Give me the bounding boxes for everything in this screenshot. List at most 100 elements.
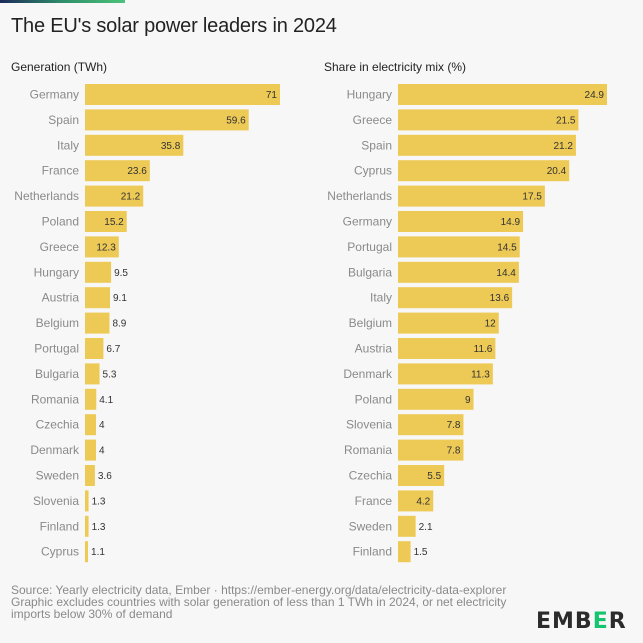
generation-bar <box>85 84 280 105</box>
share-bar <box>398 287 513 309</box>
left-chart-title: Generation (TWh) <box>11 60 108 74</box>
generation-category-label: Portugal <box>34 342 79 356</box>
share-value-label: 9 <box>465 395 471 406</box>
generation-value-label: 5.3 <box>103 369 117 380</box>
share-value-label: 21.2 <box>553 141 573 152</box>
brand-gradient-bar <box>0 0 125 3</box>
share-category-label: Sweden <box>349 519 392 533</box>
generation-category-label: Belgium <box>36 316 79 330</box>
share-category-label: Belgium <box>349 316 392 330</box>
share-value-label: 13.6 <box>490 293 510 304</box>
page-title: The EU's solar power leaders in 2024 <box>11 15 337 37</box>
generation-value-label: 15.2 <box>104 217 124 228</box>
share-category-label: Denmark <box>343 367 393 381</box>
share-bar <box>398 185 545 207</box>
generation-value-label: 21.2 <box>121 192 141 203</box>
generation-category-label: Spain <box>48 113 79 127</box>
share-bar <box>398 134 576 156</box>
generation-value-label: 1.3 <box>92 522 106 533</box>
source-note: Source: Yearly electricity data, Ember ·… <box>11 583 507 597</box>
share-bar <box>398 338 496 359</box>
generation-bar <box>85 465 95 486</box>
share-category-label: Romania <box>344 443 392 457</box>
generation-category-label: Greece <box>40 240 80 254</box>
share-category-label: Czechia <box>349 469 393 483</box>
generation-bar <box>85 160 150 182</box>
generation-value-label: 71 <box>266 90 278 101</box>
share-bar <box>398 363 493 385</box>
generation-value-label: 1.1 <box>91 547 105 558</box>
generation-value-label: 9.1 <box>113 293 127 304</box>
generation-value-label: 9.5 <box>114 268 128 279</box>
exclusion-note: Graphic excludes countries with solar ge… <box>11 595 507 621</box>
share-category-label: Netherlands <box>327 189 392 203</box>
share-value-label: 1.5 <box>414 547 428 558</box>
generation-category-label: Austria <box>42 291 80 305</box>
share-value-label: 12 <box>485 319 497 330</box>
generation-category-label: Netherlands <box>14 189 79 203</box>
generation-value-label: 6.7 <box>106 344 120 355</box>
generation-value-label: 3.6 <box>98 471 112 482</box>
share-bar <box>398 388 474 410</box>
generation-value-label: 23.6 <box>127 166 147 177</box>
generation-bar <box>85 109 249 131</box>
share-bar <box>398 84 607 105</box>
share-value-label: 5.5 <box>427 471 441 482</box>
generation-value-label: 35.8 <box>161 141 181 152</box>
generation-bar <box>85 490 89 512</box>
share-category-label: Poland <box>355 392 392 406</box>
share-category-label: Germany <box>343 215 392 229</box>
ember-logo: EMBER <box>536 609 627 634</box>
share-value-label: 11.3 <box>471 369 490 380</box>
generation-bar <box>85 261 112 283</box>
share-value-label: 14.4 <box>496 268 516 279</box>
share-category-label: Portugal <box>347 240 392 254</box>
generation-category-label: Slovenia <box>33 494 79 508</box>
share-bar <box>398 312 499 334</box>
generation-category-label: Cyprus <box>41 545 79 559</box>
generation-value-label: 12.3 <box>96 242 116 253</box>
footer: Source: Yearly electricity data, Ember ·… <box>11 584 511 620</box>
share-category-label: Cyprus <box>354 164 392 178</box>
generation-bar <box>85 439 96 461</box>
generation-category-label: Czechia <box>36 418 80 432</box>
share-bar <box>398 109 579 131</box>
generation-category-label: Finland <box>40 519 79 533</box>
generation-category-label: Poland <box>42 215 79 229</box>
share-bar <box>398 160 570 182</box>
share-category-label: France <box>355 494 393 508</box>
generation-category-label: Romania <box>31 392 79 406</box>
share-bar <box>398 465 445 486</box>
generation-category-label: Sweden <box>36 469 79 483</box>
share-category-label: Bulgaria <box>348 265 392 279</box>
generation-bar <box>85 363 100 385</box>
share-category-label: Spain <box>361 138 392 152</box>
share-bar <box>398 515 416 537</box>
share-value-label: 7.8 <box>447 420 461 431</box>
generation-value-label: 59.6 <box>226 115 246 126</box>
generation-bar <box>85 185 144 207</box>
share-bar <box>398 261 519 283</box>
generation-bar <box>85 541 89 563</box>
generation-value-label: 4.1 <box>99 395 113 406</box>
share-bar <box>398 211 524 232</box>
generation-bar <box>85 388 97 410</box>
share-bar <box>398 236 520 258</box>
share-value-label: 17.5 <box>522 192 542 203</box>
share-value-label: 14.5 <box>497 242 517 253</box>
generation-bar <box>85 211 127 232</box>
right-chart-title: Share in electricity mix (%) <box>324 60 467 74</box>
share-value-label: 14.9 <box>501 217 521 228</box>
share-bar <box>398 439 464 461</box>
share-category-label: Greece <box>353 113 393 127</box>
generation-bar <box>85 312 110 334</box>
share-value-label: 2.1 <box>419 522 433 533</box>
share-bar <box>398 414 464 436</box>
share-value-label: 4.2 <box>416 496 430 507</box>
generation-bar <box>85 134 184 156</box>
generation-category-label: Bulgaria <box>35 367 79 381</box>
generation-value-label: 8.9 <box>112 319 126 330</box>
share-category-label: Finland <box>353 545 392 559</box>
generation-bar <box>85 236 119 258</box>
bar-charts: Germany 71 Spain 59.6 Italy 35.8 France 23.6 Net… <box>14 84 607 563</box>
